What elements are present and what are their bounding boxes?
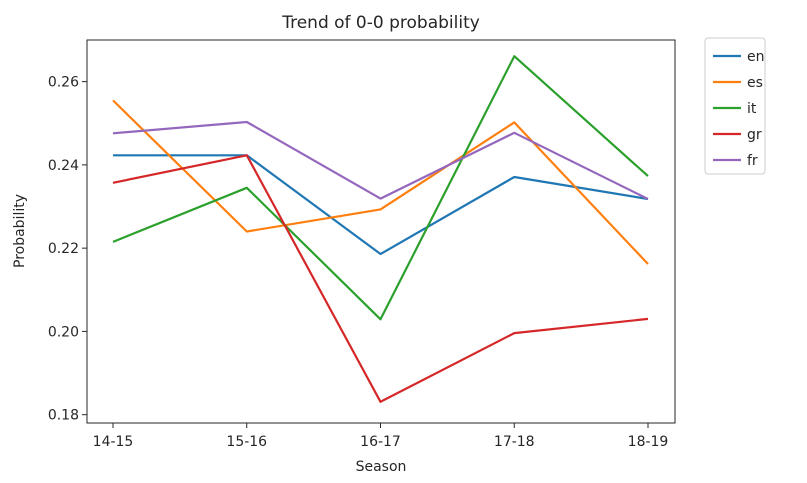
x-axis-label: Season — [356, 459, 407, 475]
plot-area — [86, 39, 676, 424]
series-lines — [112, 55, 649, 403]
y-tick-label: 0.18 — [48, 408, 79, 424]
legend: en es it gr fr — [704, 37, 766, 175]
series-line-es — [112, 99, 649, 265]
series-line-fr — [112, 120, 649, 200]
x-tick-label: 16-17 — [360, 434, 401, 450]
x-tick-label: 18-19 — [628, 434, 669, 450]
legend-label-en: en — [747, 49, 765, 65]
x-tick-label: 15-16 — [226, 434, 267, 450]
legend-label-fr: fr — [747, 153, 758, 169]
y-tick-label: 0.24 — [48, 158, 79, 174]
y-tick-label: 0.20 — [48, 324, 79, 340]
series-line-en — [113, 154, 649, 256]
chart-title: Trend of 0-0 probability — [281, 13, 480, 33]
y-axis-label: Probability — [12, 194, 28, 268]
y-tick-label: 0.26 — [48, 75, 79, 91]
x-tick-label: 14-15 — [93, 434, 134, 450]
legend-label-es: es — [747, 75, 763, 91]
x-axis: 14-15 15-16 16-17 17-18 18-19 — [93, 423, 669, 450]
x-tick-label: 17-18 — [494, 434, 535, 450]
series-line-it — [112, 55, 649, 321]
series-line-gr — [112, 154, 649, 403]
legend-label-gr: gr — [747, 127, 762, 143]
y-tick-label: 0.22 — [48, 241, 79, 257]
y-axis: 0.18 0.20 0.22 0.24 0.26 — [48, 75, 87, 424]
legend-label-it: it — [747, 101, 757, 117]
legend-box — [704, 37, 766, 175]
